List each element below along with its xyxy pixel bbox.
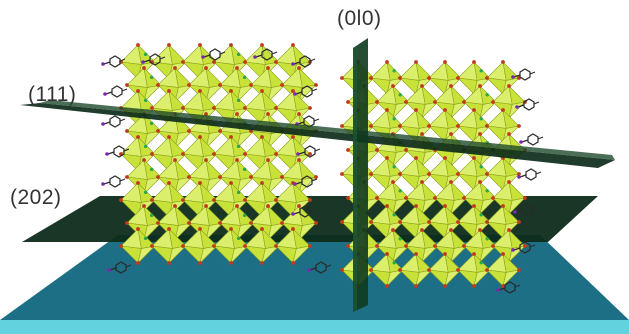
octahedron bbox=[212, 227, 250, 265]
octahedron bbox=[427, 252, 463, 288]
organic-cation bbox=[101, 175, 126, 188]
octahedron bbox=[398, 108, 434, 144]
octahedron bbox=[398, 252, 434, 288]
octahedron bbox=[398, 60, 434, 96]
octahedron bbox=[369, 252, 405, 288]
octahedron bbox=[243, 227, 281, 265]
plane-010-label: (0l0) bbox=[337, 7, 382, 30]
plane-111-label: (111) bbox=[28, 83, 77, 106]
octahedron bbox=[456, 252, 492, 288]
octahedron bbox=[150, 227, 188, 265]
organic-cation bbox=[307, 261, 332, 274]
octahedron bbox=[427, 108, 463, 144]
octahedron bbox=[485, 60, 521, 96]
organic-cation bbox=[141, 53, 166, 66]
organic-cation bbox=[515, 98, 540, 111]
octahedron bbox=[427, 60, 463, 96]
octahedron bbox=[218, 158, 256, 196]
organic-cation bbox=[519, 133, 544, 146]
organic-cation bbox=[105, 145, 130, 158]
plane-202-label: (202) bbox=[10, 186, 62, 209]
octahedron bbox=[119, 227, 157, 265]
octahedron bbox=[456, 156, 492, 192]
octahedron bbox=[125, 158, 163, 196]
organic-cation bbox=[296, 145, 321, 158]
organic-cation bbox=[496, 281, 521, 294]
organic-cation bbox=[511, 68, 536, 81]
organic-cation bbox=[293, 85, 318, 98]
organic-cation bbox=[103, 85, 128, 98]
octahedron bbox=[243, 135, 281, 173]
octahedron bbox=[485, 108, 521, 144]
plane-010 bbox=[353, 38, 368, 312]
plane-111 bbox=[20, 100, 615, 168]
octahedron bbox=[485, 252, 521, 288]
octahedron bbox=[125, 66, 163, 104]
octahedron bbox=[181, 135, 219, 173]
octahedron bbox=[243, 181, 281, 219]
organic-cation bbox=[101, 55, 126, 68]
substrate-slab bbox=[0, 235, 629, 334]
octahedron bbox=[181, 227, 219, 265]
octahedron bbox=[274, 135, 312, 173]
organic-cations-layer bbox=[101, 48, 544, 294]
organic-cation bbox=[101, 115, 126, 128]
octahedron bbox=[274, 227, 312, 265]
organic-cation bbox=[253, 48, 278, 61]
organic-cation bbox=[293, 175, 318, 188]
octahedron bbox=[427, 204, 463, 240]
organic-cation bbox=[291, 55, 316, 68]
octahedron bbox=[485, 156, 521, 192]
organic-cation bbox=[291, 205, 316, 218]
organic-cation bbox=[511, 241, 536, 254]
organic-cation bbox=[107, 261, 132, 274]
organic-cation bbox=[517, 168, 542, 181]
octahedron bbox=[491, 84, 527, 120]
organic-cation bbox=[513, 203, 538, 216]
organic-cation bbox=[201, 48, 226, 61]
octahedron bbox=[456, 60, 492, 96]
